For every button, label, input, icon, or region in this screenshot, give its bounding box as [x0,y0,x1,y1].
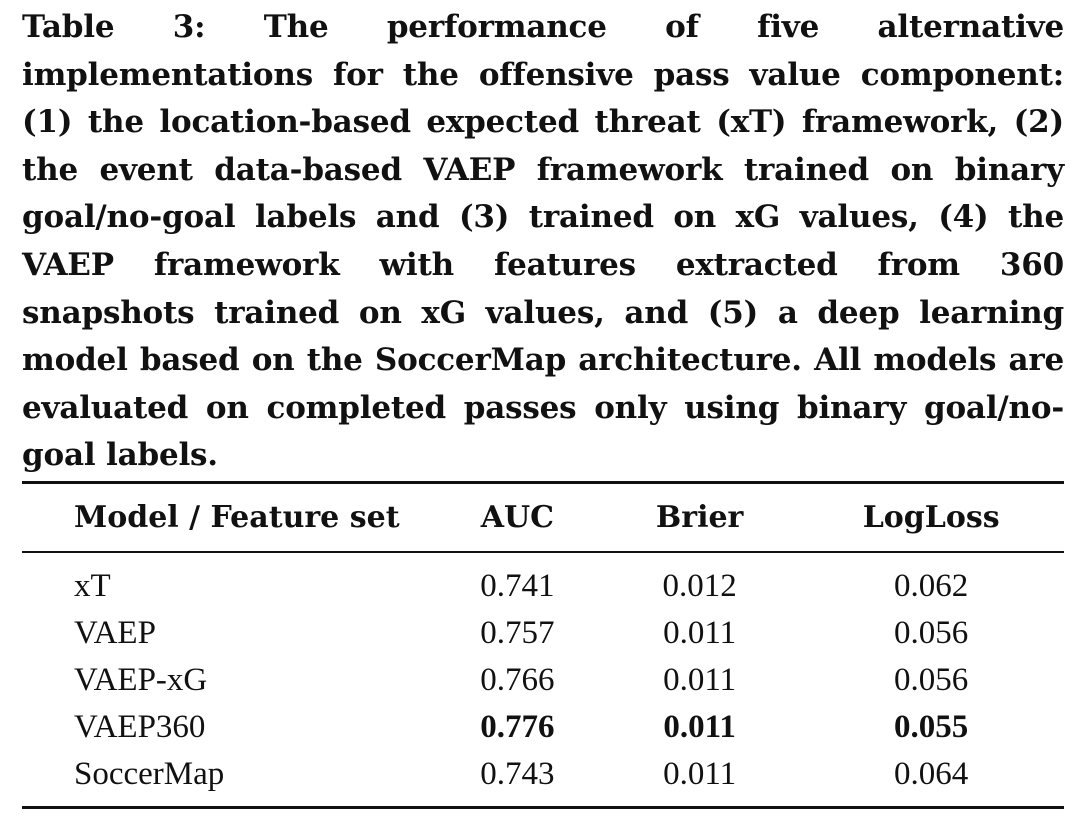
cell-brier: 0.011 [663,615,737,651]
cell-model: VAEP-xG [74,662,208,698]
cell-auc: 0.776 [480,709,555,745]
results-table-container: Model / Feature set AUC Brier LogLoss xT… [22,481,1064,809]
cell-auc: 0.757 [480,615,555,651]
header-logloss: LogLoss [862,500,1000,535]
cell-brier: 0.011 [663,709,736,745]
table-header-row: Model / Feature set AUC Brier LogLoss [22,482,1064,552]
cell-logloss: 0.056 [894,662,969,698]
table-row: VAEP-xG 0.766 0.011 0.056 [22,657,1064,704]
results-table: Model / Feature set AUC Brier LogLoss xT… [22,481,1064,809]
cell-brier: 0.011 [663,756,737,792]
cell-brier: 0.011 [663,662,737,698]
cell-logloss: 0.056 [894,615,969,651]
cell-model: VAEP360 [74,709,206,745]
table-row: VAEP 0.757 0.011 0.056 [22,610,1064,657]
cell-brier: 0.012 [662,568,737,604]
cell-auc: 0.743 [480,756,555,792]
header-model: Model / Feature set [74,500,400,535]
cell-logloss: 0.055 [894,709,969,745]
table-row: SoccerMap 0.743 0.011 0.064 [22,751,1064,808]
table-row: xT 0.741 0.012 0.062 [22,552,1064,610]
cell-logloss: 0.062 [894,568,969,604]
table-row: VAEP360 0.776 0.011 0.055 [22,704,1064,751]
caption-label: Table 3: [22,9,206,45]
cell-model: VAEP [74,615,156,651]
cell-auc: 0.766 [480,662,555,698]
cell-logloss: 0.064 [894,756,969,792]
cell-auc: 0.741 [480,568,555,604]
header-brier: Brier [655,500,744,535]
table-caption: Table 3: The performance of five alterna… [22,4,1064,480]
cell-model: xT [74,568,111,604]
caption-text: The performance of five alternative impl… [22,9,1065,474]
cell-model: SoccerMap [74,756,225,792]
header-auc: AUC [480,500,555,535]
